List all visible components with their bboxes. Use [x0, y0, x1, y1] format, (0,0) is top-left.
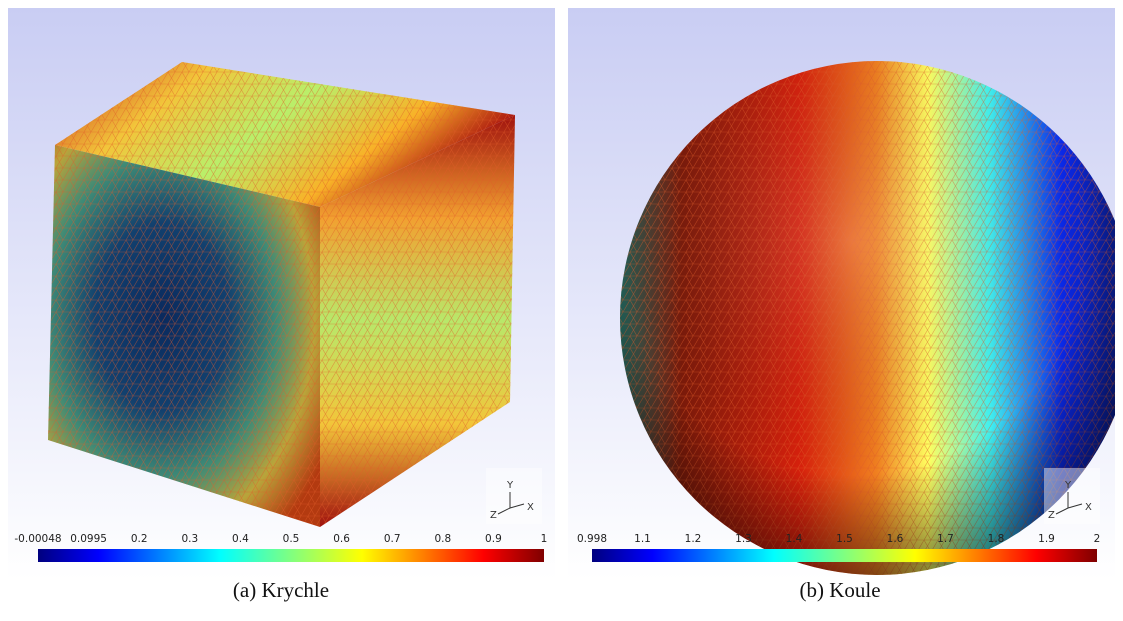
axis-label: X [527, 502, 534, 513]
axis-label: Y [506, 480, 514, 491]
colorbar-tick-label: 1.6 [887, 533, 904, 545]
colorbar-tick-label: 0.6 [333, 533, 350, 545]
colorbar-tick-label: 1.1 [634, 533, 651, 545]
colorbar-tick-label: 0.8 [434, 533, 451, 545]
colorbar [38, 549, 544, 562]
colorbar-tick-label: 0.3 [181, 533, 198, 545]
caption: (b) Koule [799, 578, 880, 602]
colorbar-tick-label: 0.7 [384, 533, 401, 545]
colorbar-tick-label: 2 [1094, 533, 1101, 545]
axis-label: Z [1048, 510, 1055, 521]
colorbar-tick-label: 0.998 [577, 533, 607, 545]
caption: (a) Krychle [233, 578, 329, 602]
colorbar-tick-label: 1.9 [1038, 533, 1055, 545]
colorbar-tick-label: 1.4 [786, 533, 803, 545]
colorbar-tick-label: 0.4 [232, 533, 249, 545]
axis-label: Y [1064, 480, 1072, 491]
colorbar-tick-label: 1.8 [988, 533, 1005, 545]
colorbar-tick-label: 1 [541, 533, 548, 545]
colorbar-tick-label: 0.9 [485, 533, 502, 545]
colorbar-tick-label: 1.3 [735, 533, 752, 545]
axis-label: Z [490, 510, 497, 521]
colorbar-tick-label: 1.7 [937, 533, 954, 545]
colorbar-tick-label: 0.5 [283, 533, 300, 545]
colorbar-tick-label: 1.2 [685, 533, 702, 545]
colorbar-tick-label: 0.0995 [70, 533, 107, 545]
colorbar [592, 549, 1097, 562]
colorbar-tick-label: 0.2 [131, 533, 148, 545]
colorbar-tick-label: 1.5 [836, 533, 853, 545]
figure: -0.00048 0.0995 0.2 0.3 0.4 0.5 0.6 0.7 0.8 0.9 1 Y… [0, 0, 1123, 621]
axis-label: X [1085, 502, 1092, 513]
colorbar-tick-label: -0.00048 [14, 533, 61, 545]
